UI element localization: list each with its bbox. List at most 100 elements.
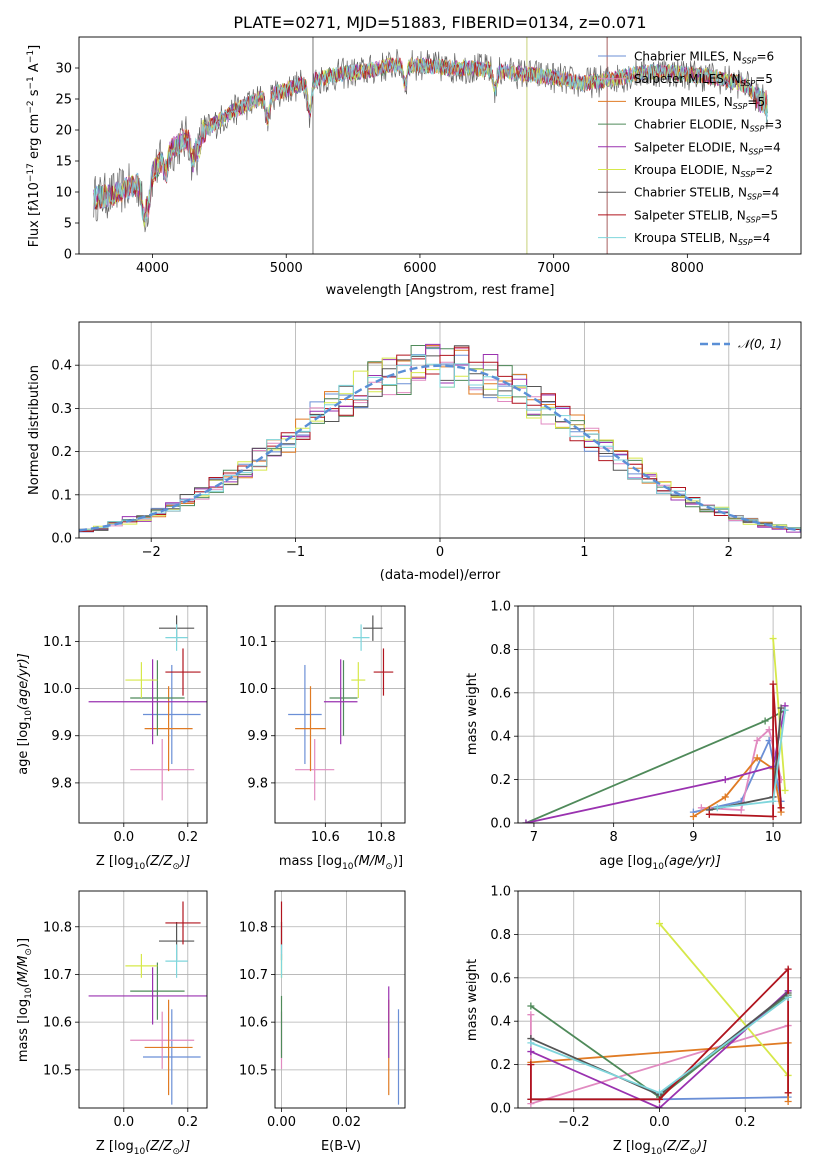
weight-marker (713, 804, 721, 812)
x-tick-label: 0.0 (649, 1115, 670, 1130)
legend: Chabrier MILES, NSSP=6 Salpeter MILES, NS… (598, 50, 782, 247)
errorbar-point (144, 999, 193, 1096)
weight-marker (527, 1039, 535, 1047)
weight-marker (769, 797, 777, 805)
weight-marker (527, 1002, 535, 1010)
panel-spectrum: 4000 5000 6000 7000 8000 0 5 10 15 20 25 30 (55, 36, 802, 276)
legend-entry: 𝒩(0, 1) (738, 337, 782, 351)
errorbar-point (329, 660, 358, 736)
y-tick-label: 0.0 (51, 532, 72, 547)
errorbar-point (130, 1011, 195, 1069)
y-tick-label: 0.0 (490, 1102, 511, 1117)
y-tick-label: 0.1 (51, 488, 72, 503)
panel-mass-Z: 0.0 0.2 10.5 10.6 10.7 10.8 (43, 890, 208, 1130)
panel-residuals: −2 −1 0 1 2 0.0 0.1 0.2 0.3 0.4 (51, 321, 802, 560)
weight-line (709, 684, 782, 818)
legend-entry: Salpeter STELIB, NSSP=5 (634, 208, 778, 224)
errorbar-point (125, 953, 158, 978)
y-tick-label: 0.8 (490, 643, 511, 658)
errorbar-point (165, 944, 188, 978)
y-axis-label: Normed distribution (27, 365, 42, 495)
axes-frame (274, 890, 406, 1109)
axes-frame (517, 890, 802, 1109)
panel-age-mass: 10.6 10.8 9.8 9.9 10.0 10.1 (239, 605, 406, 845)
axes-frame (78, 605, 208, 824)
weight-marker (527, 1048, 535, 1056)
errorbar-point (165, 648, 201, 696)
x-axis-label: wavelength [Angstrom, rest frame] (326, 283, 555, 298)
x-tick-label: 5000 (270, 261, 303, 276)
errorbar-point (130, 660, 185, 736)
errorbar-point (143, 1009, 201, 1105)
x-tick-label: 7 (530, 830, 538, 845)
y-tick-label: 20 (55, 124, 72, 139)
x-tick-label: 0.02 (332, 1115, 361, 1130)
y-tick-label: 10.6 (239, 1016, 268, 1031)
y-tick-label: 0.2 (490, 773, 511, 788)
errorbar-point (165, 624, 188, 651)
plot-area (522, 635, 789, 823)
grid (79, 606, 207, 823)
legend-entry: Kroupa ELODIE, NSSP=2 (634, 163, 773, 179)
panel-weight-age: 7 8 9 10 0.0 0.2 0.4 0.6 0.8 1.0 (490, 600, 802, 845)
normal-curve (79, 364, 801, 532)
y-tick-label: 0.6 (490, 971, 511, 986)
x-tick-label: 4000 (136, 261, 169, 276)
x-axis-label: mass [log10(M/M⊙)] (279, 854, 403, 872)
errorbar-point (130, 739, 195, 801)
legend-entry: Kroupa STELIB, NSSP=4 (634, 231, 770, 247)
grid (518, 605, 801, 824)
weight-marker (784, 1089, 792, 1097)
weight-marker (527, 1011, 535, 1019)
y-tick-label: 10.1 (43, 635, 72, 650)
y-axis-label: Flux [fλ10−17 erg cm−2 s−1 A−1] (26, 45, 42, 247)
plot-area (93, 37, 768, 254)
y-tick-label: 10.1 (239, 635, 268, 650)
weight-marker (777, 704, 785, 712)
y-tick-label: 9.8 (247, 776, 268, 791)
y-tick-label: 10.7 (239, 968, 268, 983)
x-axis-label: Z [log10(Z/Z⊙)] (96, 854, 190, 872)
errorbar-point (88, 659, 207, 745)
weight-line (658, 922, 789, 1077)
x-axis-label: Z [log10(Z/Z⊙)] (96, 1139, 190, 1157)
x-tick-label: 0.2 (735, 1115, 756, 1130)
axes-frame (274, 605, 406, 824)
y-tick-label: 10.8 (43, 920, 72, 935)
weight-marker (761, 717, 769, 725)
x-tick-label: 2 (725, 545, 733, 560)
x-axis-label: (data-model)/error (380, 568, 501, 583)
y-tick-label: 0.0 (490, 817, 511, 832)
histogram-step (79, 354, 801, 530)
x-tick-label: 9 (689, 830, 697, 845)
x-tick-label: 0.2 (177, 1115, 198, 1130)
legend-entry: Salpeter ELODIE, NSSP=4 (634, 140, 781, 156)
errorbar-point (352, 624, 370, 651)
weight-marker (527, 1061, 535, 1069)
y-tick-label: 10.7 (43, 968, 72, 983)
plot-area (527, 920, 792, 1108)
y-tick-label: 0.8 (490, 928, 511, 943)
x-tick-label: 0.2 (177, 830, 198, 845)
plot-area (88, 615, 207, 801)
x-tick-label: 0.0 (113, 1115, 134, 1130)
panel-mass-EBV: 0.00 0.02 10.5 10.6 10.7 10.8 (239, 890, 406, 1130)
errorbar-point (323, 659, 358, 745)
weight-marker (705, 810, 713, 818)
y-tick-label: 0.2 (51, 445, 72, 460)
y-tick-label: 15 (55, 155, 72, 170)
y-tick-label: 1.0 (490, 600, 511, 615)
y-tick-label: 0.2 (490, 1058, 511, 1073)
weight-marker (656, 920, 663, 928)
x-tick-label: 10.6 (311, 830, 340, 845)
weight-marker (522, 819, 530, 823)
y-tick-label: 9.9 (247, 729, 268, 744)
x-tick-label: 10 (765, 830, 782, 845)
weight-marker (656, 1104, 663, 1108)
x-tick-label: 0.00 (267, 1115, 296, 1130)
weight-marker (689, 812, 697, 820)
weight-line (772, 638, 786, 791)
errorbar-point (165, 901, 201, 945)
x-tick-label: 0 (436, 545, 444, 560)
y-axis-label: age [log10(age/yr)] (16, 653, 34, 775)
